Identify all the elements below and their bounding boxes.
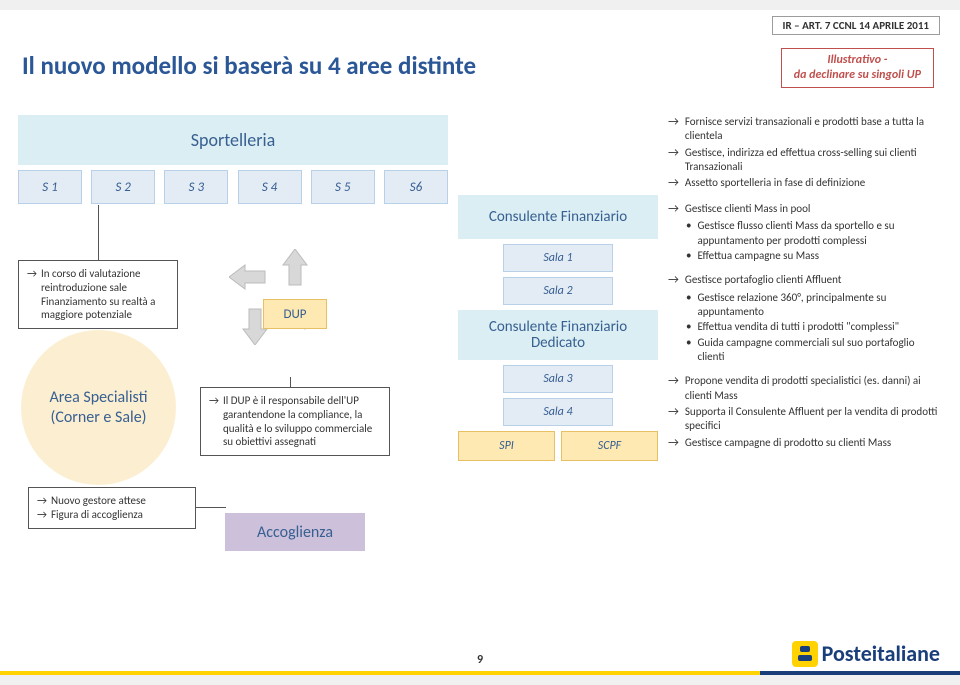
g1-b: Gestisce, indirizza ed effettua cross-se… [685, 146, 943, 175]
callout-accoglienza: → Nuovo gestore attese → Figura di accog… [28, 487, 196, 529]
g4-a: Propone vendita di prodotti specialistic… [685, 374, 943, 403]
posteitaliane-logo: Posteitaliane [792, 640, 940, 667]
g4-b: Supporta il Consulente Affluent per la v… [685, 405, 943, 434]
s-box-4: S 4 [238, 170, 302, 204]
right-group-2: →Gestisce clienti Mass in pool •Gestisce… [668, 202, 943, 263]
g1-a: Fornisce servizi transazionali e prodott… [685, 115, 943, 144]
arrow-icon: → [668, 374, 679, 403]
arrow-icon: → [37, 494, 47, 508]
sala-2: Sala 2 [503, 277, 613, 305]
bottom-pair: SPI SCPF [458, 431, 658, 461]
circle-l1: Area Specialisti [49, 388, 147, 407]
callout-connector [98, 205, 99, 260]
consulente-finanziario-box: Consulente Finanziario [458, 195, 658, 239]
g3-s3: Guida campagne commerciali sul suo porta… [697, 336, 943, 365]
area-specialisti-circle: Area Specialisti (Corner e Sale) [21, 330, 176, 485]
logo-text: Posteitaliane [822, 640, 940, 667]
s-box-6: S6 [384, 170, 448, 204]
callout-sportelli: → In corso di valutazione reintroduzione… [18, 260, 178, 329]
arrow-icon: → [668, 146, 679, 175]
g3-s1: Gestisce relazione 360°, principalmente … [697, 291, 943, 320]
callout-dup-text: Il DUP è il responsabile dell'UP garante… [223, 394, 381, 449]
g4-c: Gestisce campagne di prodotto su clienti… [685, 436, 891, 452]
g3-s2: Effettua vendita di tutti i prodotti "co… [697, 320, 899, 334]
mid-column: Consulente Finanziario Sala 1 Sala 2 Con… [458, 195, 658, 461]
slide: IR – ART. 7 CCNL 14 APRILE 2011 Il nuovo… [0, 10, 960, 675]
page-title: Il nuovo modello si baserà su 4 aree dis… [22, 50, 476, 81]
arrow-icon: → [209, 394, 219, 408]
callout-accogl-a: Nuovo gestore attese [51, 494, 146, 508]
s-box-3: S 3 [164, 170, 228, 204]
dup-box: DUP [263, 299, 327, 329]
right-column: →Fornisce servizi transazionali e prodot… [668, 115, 943, 461]
arrow-icon: → [668, 405, 679, 434]
circle-l2: (Corner e Sale) [49, 408, 147, 427]
arrow-icon: → [668, 436, 679, 452]
g3-main: Gestisce portafoglio clienti Affluent [685, 273, 842, 289]
bullet-icon: • [686, 249, 691, 263]
illustrative-l2: da declinare su singoli UP [794, 68, 921, 83]
s-box-row: S 1 S 2 S 3 S 4 S 5 S6 [18, 170, 448, 204]
right-group-4: →Propone vendita di prodotti specialisti… [668, 374, 943, 451]
arrow-icon: → [668, 115, 679, 144]
g2-s2: Effettua campagne su Mass [697, 249, 819, 263]
sala-3: Sala 3 [503, 365, 613, 393]
right-group-3: → Gestisce portafoglio clienti Affluent •… [668, 273, 943, 364]
bullet-icon: • [686, 320, 691, 334]
footer-bar [0, 671, 960, 675]
scpf-box: SCPF [561, 431, 658, 461]
consulente-finanziario-dedicato-box: Consulente Finanziario Dedicato [458, 310, 658, 360]
g2-main: Gestisce clienti Mass in pool [685, 202, 811, 218]
logo-icon [792, 641, 818, 667]
sala-1: Sala 1 [503, 244, 613, 272]
cf2-l2: Dedicato [489, 335, 627, 352]
arrow-icon: → [27, 267, 37, 281]
sportelleria-band: Sportelleria [18, 115, 448, 165]
callout-connector [196, 507, 226, 508]
callout-sportelli-text: In corso di valutazione reintroduzione s… [41, 267, 169, 322]
s-box-1: S 1 [18, 170, 82, 204]
content-area: Sportelleria S 1 S 2 S 3 S 4 S 5 S6 → In… [18, 115, 942, 615]
s-box-5: S 5 [311, 170, 375, 204]
illustrative-box: Illustrativo - da declinare su singoli U… [781, 48, 934, 88]
arrow-icon: → [668, 202, 679, 218]
bullet-icon: • [686, 336, 691, 365]
arrow-icon: → [37, 508, 47, 522]
callout-accogl-b: Figura di accoglienza [51, 508, 143, 522]
sala-4: Sala 4 [503, 398, 613, 426]
arrow-icon: → [668, 273, 679, 289]
illustrative-l1: Illustrativo - [794, 53, 921, 68]
s-box-2: S 2 [91, 170, 155, 204]
right-group-1: →Fornisce servizi transazionali e prodot… [668, 115, 943, 192]
spi-box: SPI [458, 431, 555, 461]
arrow-icon: → [668, 176, 679, 192]
callout-dup: → Il DUP è il responsabile dell'UP garan… [200, 387, 390, 456]
bullet-icon: • [686, 219, 691, 248]
g2-s1: Gestisce flusso clienti Mass da sportell… [697, 219, 943, 248]
bullet-icon: • [686, 291, 691, 320]
g1-c: Assetto sportelleria in fase di definizi… [685, 176, 865, 192]
dup-cross: DUP [235, 255, 355, 375]
accoglienza-band: Accoglienza [225, 513, 365, 551]
header-tag: IR – ART. 7 CCNL 14 APRILE 2011 [772, 16, 940, 35]
cf2-l1: Consulente Finanziario [489, 319, 627, 336]
